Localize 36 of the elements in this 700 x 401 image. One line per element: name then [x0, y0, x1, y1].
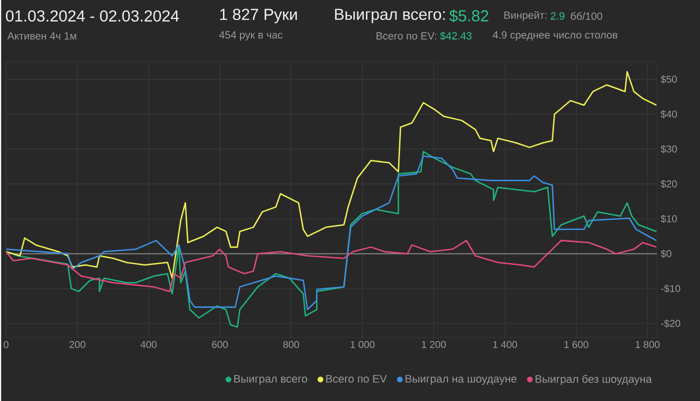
- text: 454 рук в час: [219, 31, 283, 40]
- text: 2.9: [550, 12, 564, 20]
- y-tick-label: $0: [660, 250, 672, 258]
- y-tick-label: $10: [660, 214, 677, 223]
- x-tick-label: 400: [140, 340, 157, 348]
- legend-label: Выиграл всего: [234, 374, 308, 385]
- y-tick-label: $50: [660, 75, 677, 84]
- text: бб/100: [570, 12, 602, 20]
- text: $5.82: [449, 9, 488, 22]
- text: Винрейт:: [504, 10, 546, 21]
- y-tick-label: $20: [660, 180, 677, 188]
- x-tick-label: 1 600: [564, 340, 588, 348]
- text: Активен 4ч 1м: [7, 32, 76, 40]
- text: 4.9 среднее число столов: [492, 31, 618, 41]
- x-tick-label: 1 400: [493, 340, 518, 348]
- y-tick-label: -$10: [661, 284, 680, 292]
- x-tick-label: 1 000: [350, 340, 375, 348]
- line-series: [6, 240, 658, 292]
- legend-label: Всего по EV: [326, 374, 387, 382]
- text: Всего по EV:: [376, 32, 436, 40]
- x-tick-label: 0: [4, 340, 8, 348]
- text: Выиграл всего:: [335, 8, 445, 23]
- x-tick-label: 200: [70, 340, 86, 348]
- x-tick-label: 800: [283, 340, 300, 348]
- line-series: [6, 70, 658, 279]
- x-tick-label: 1 800: [636, 340, 660, 348]
- y-tick-label: $40: [660, 110, 677, 118]
- text: 1 827 Руки: [220, 8, 297, 24]
- text: $42.43: [440, 32, 472, 40]
- legend-label: Выиграл на шоудауне: [406, 374, 516, 385]
- x-tick-label: 600: [212, 340, 228, 348]
- chart-title: 01.03.2024 - 02.03.2024: [6, 10, 179, 22]
- y-tick-label: -$20: [661, 319, 680, 328]
- y-tick-label: $30: [660, 144, 677, 153]
- legend-label: Выиграл без шоудауна: [536, 374, 652, 385]
- x-tick-label: 1 200: [422, 340, 446, 348]
